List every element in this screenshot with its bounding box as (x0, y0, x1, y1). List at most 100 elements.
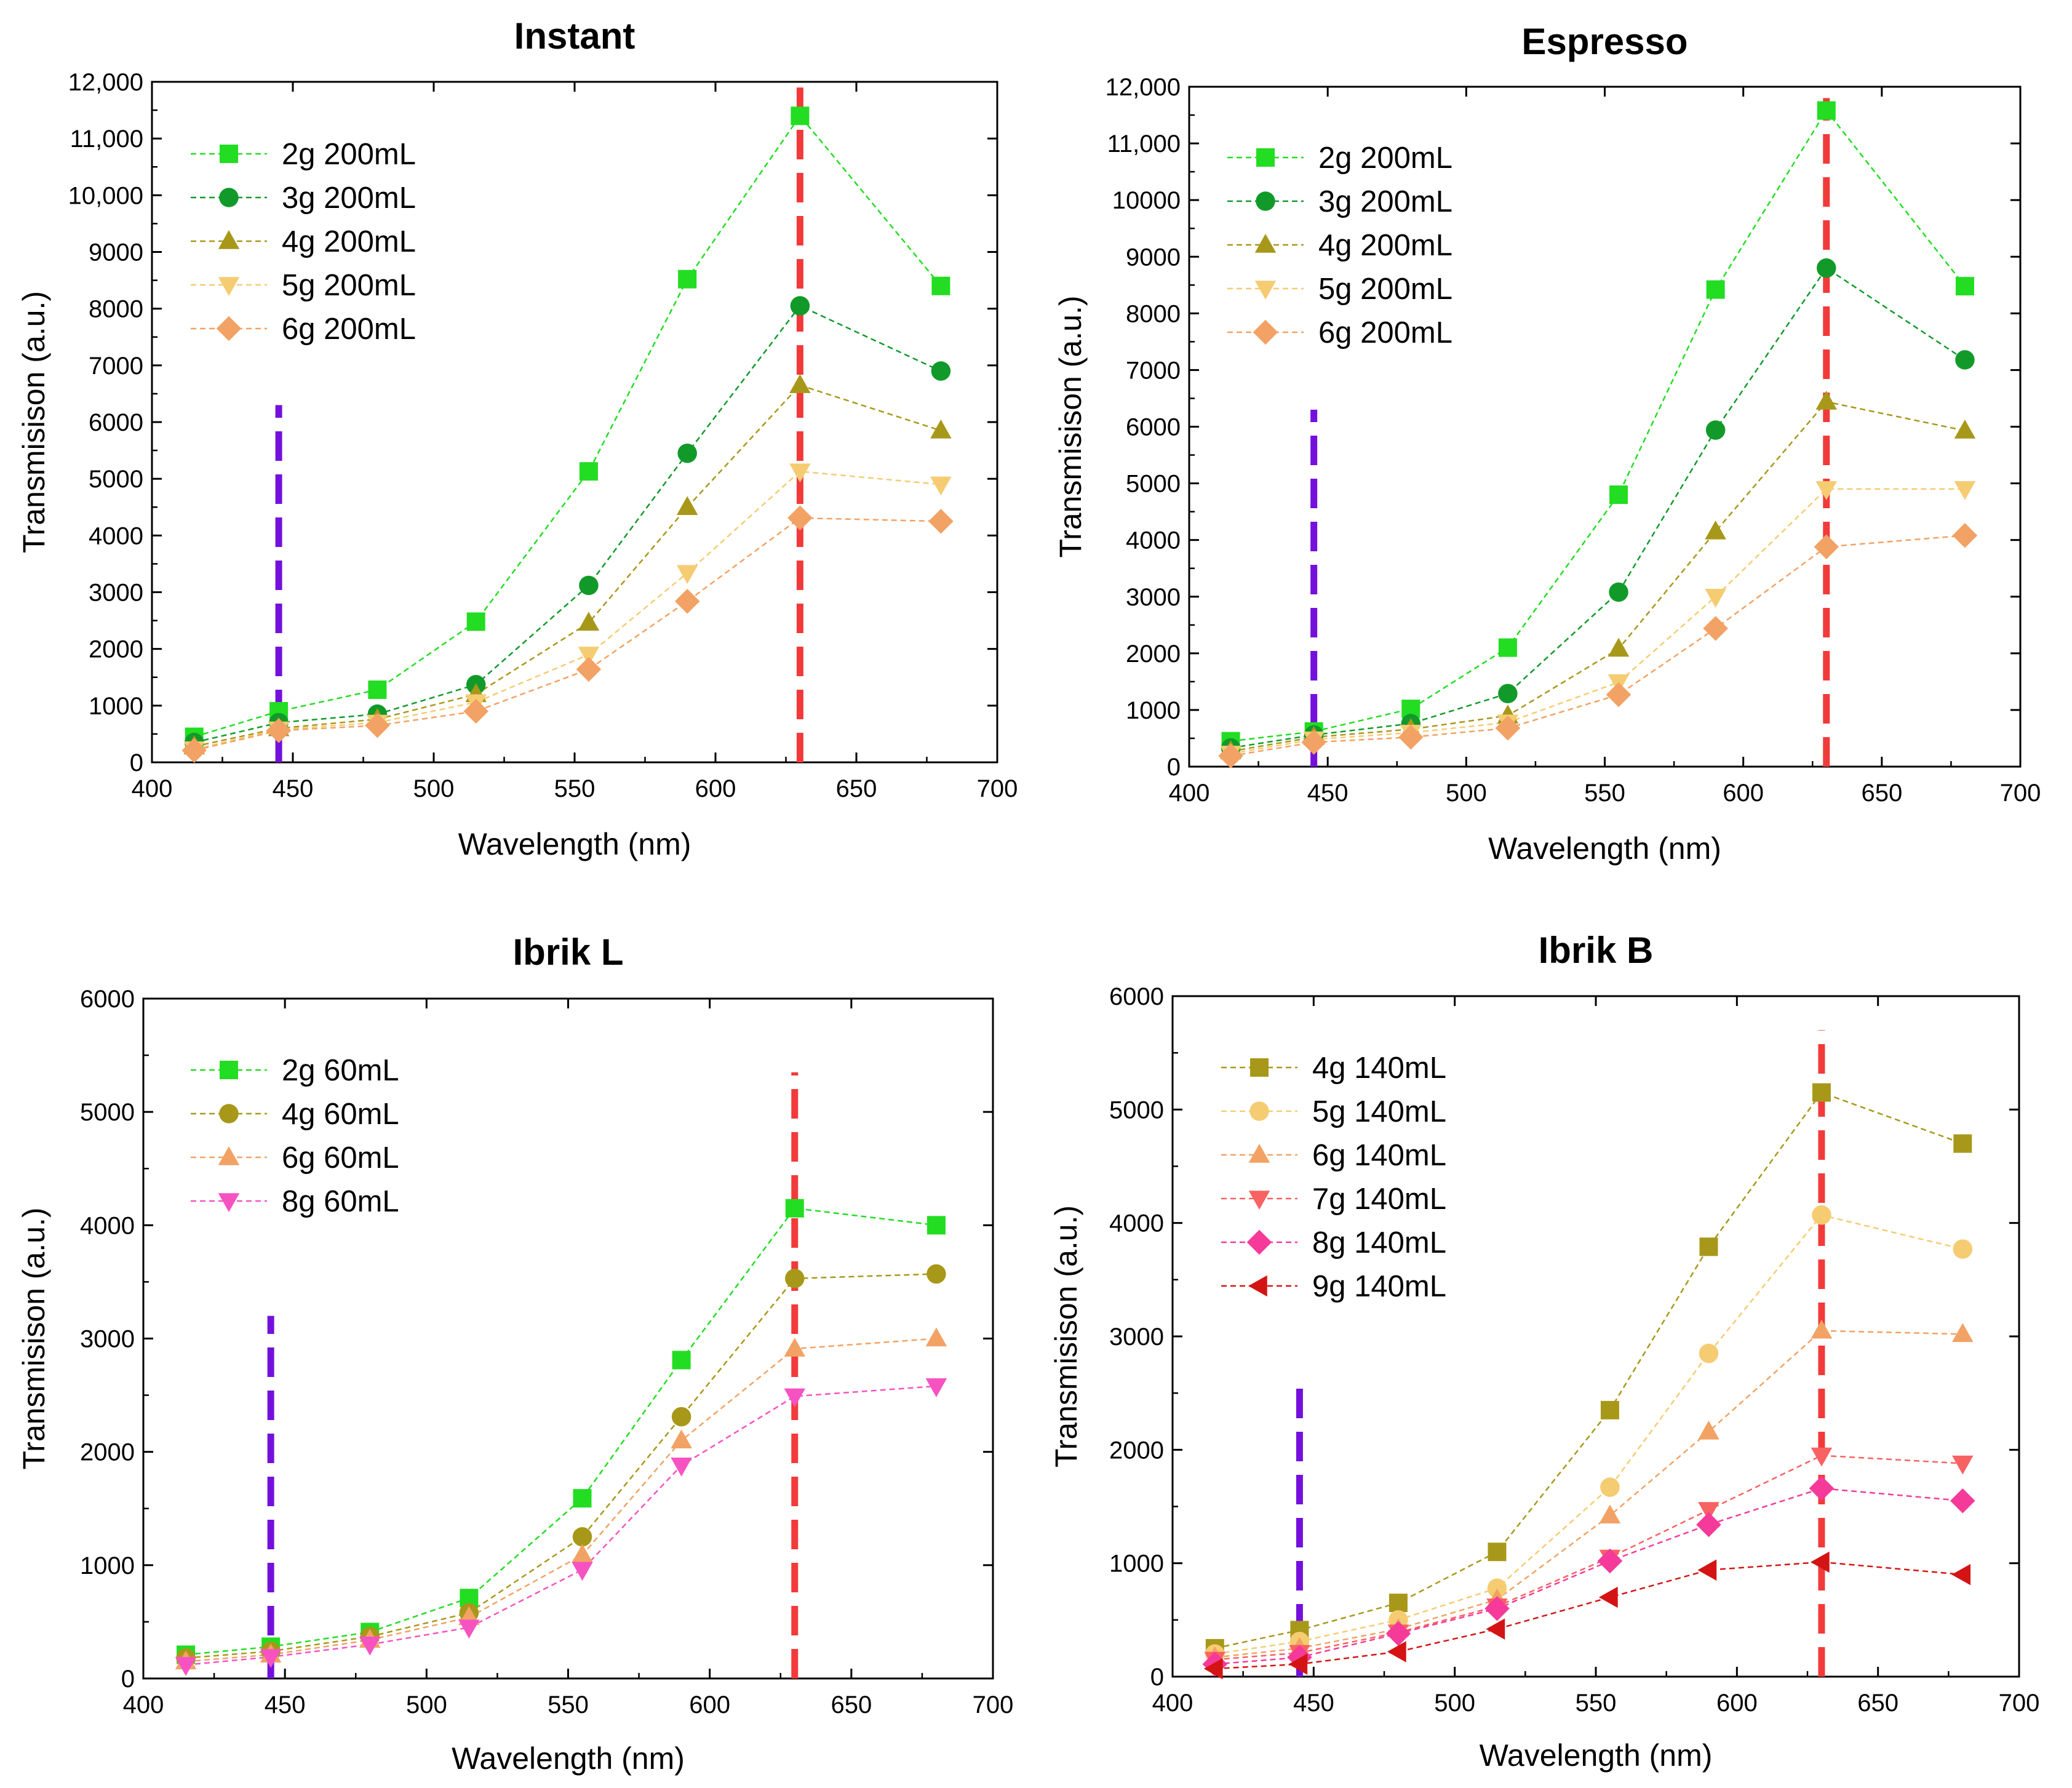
y-tick-label: 9000 (89, 239, 143, 266)
data-point-s3 (925, 1327, 947, 1347)
chart-title: Ibrik B (1539, 930, 1654, 971)
data-point-s2 (1955, 350, 1975, 370)
y-tick-label: 1000 (1126, 697, 1181, 724)
y-tick-label: 2000 (80, 1439, 135, 1466)
y-tick-label: 5000 (1126, 471, 1181, 498)
data-point-s2 (671, 1407, 691, 1427)
series-line-6 (1214, 1561, 1963, 1670)
y-tick-label: 5000 (1109, 1096, 1164, 1123)
data-point-s5 (1952, 523, 1978, 548)
data-point-s6 (1697, 1559, 1717, 1581)
legend-marker (220, 1061, 238, 1079)
data-point-s4 (930, 476, 952, 496)
data-point-s5 (1495, 716, 1521, 741)
data-point-s1 (1812, 1083, 1831, 1102)
series-line-3 (185, 1338, 936, 1662)
data-point-s4 (175, 1657, 197, 1676)
series-line-3 (1214, 1330, 1963, 1658)
data-point-s4 (1811, 1447, 1833, 1467)
data-point-s1 (573, 1489, 592, 1508)
data-point-s4 (458, 1619, 480, 1639)
legend-label: 6g 200mL (1318, 316, 1452, 349)
data-point-s5 (1597, 1548, 1623, 1574)
data-point-s4 (260, 1649, 282, 1669)
y-tick-label: 9000 (1126, 244, 1181, 271)
legend-label: 5g 200mL (282, 269, 416, 302)
legend-marker (219, 1104, 239, 1123)
legend: 4g 140mL 5g 140mL 6g 140mL 7g 140mL 8g 140mL… (1221, 1052, 1446, 1303)
data-point-s4 (572, 1562, 593, 1581)
data-point-s5 (576, 657, 602, 682)
y-tick-label: 3000 (1126, 584, 1181, 611)
data-point-s1 (1706, 280, 1725, 299)
y-axis-label: Transmisison (a.u.) (17, 1207, 51, 1469)
series-line-1 (1214, 1092, 1963, 1650)
x-tick-label: 650 (836, 775, 877, 802)
x-tick-label: 600 (689, 1691, 730, 1718)
x-axis-label: Wavelength (nm) (452, 1741, 685, 1776)
data-point-s5 (928, 509, 954, 534)
data-point-s5 (1703, 616, 1728, 641)
y-tick-label: 6000 (80, 986, 135, 1013)
y-tick-label: 11,000 (1107, 130, 1181, 158)
y-tick-label: 4000 (89, 522, 143, 549)
series-line-4 (194, 470, 941, 751)
series-line-1 (194, 114, 942, 738)
legend-marker (1248, 1275, 1267, 1297)
y-axis-label: Transmisison (a.u.) (17, 291, 51, 553)
legend-marker (1254, 234, 1277, 253)
legend-label: 6g 60mL (282, 1141, 399, 1175)
x-axis-label: Wavelength (nm) (458, 827, 691, 861)
data-point-s6 (1598, 1586, 1618, 1608)
x-tick-label: 700 (973, 1691, 1014, 1718)
data-point-s1 (460, 1589, 479, 1608)
data-point-s5 (1950, 1488, 1975, 1514)
data-point-s4 (925, 1378, 947, 1397)
y-tick-label: 0 (1167, 754, 1181, 781)
legend-marker (218, 277, 240, 296)
data-point-s1 (785, 1199, 804, 1218)
legend-marker (1250, 1058, 1269, 1077)
x-tick-label: 450 (1293, 1690, 1334, 1717)
data-point-s4 (1705, 589, 1726, 608)
x-tick-label: 400 (1152, 1690, 1193, 1717)
data-point-s3 (676, 496, 698, 515)
data-point-s5 (1809, 1475, 1835, 1501)
y-tick-label: 4000 (80, 1212, 135, 1239)
y-tick-label: 6000 (1109, 983, 1164, 1010)
data-point-s2 (926, 1264, 946, 1284)
data-point-s2 (785, 1269, 805, 1288)
data-point-s2 (1498, 684, 1518, 703)
x-tick-label: 400 (132, 775, 173, 802)
series-line-3 (1230, 401, 1966, 752)
data-point-s3 (789, 374, 811, 393)
data-point-s5 (787, 505, 813, 531)
panel-4: Ibrik B 400 450 500 550 600 650 700 0 1000 2000 300… (1049, 930, 2039, 1773)
data-point-s2 (1705, 420, 1726, 440)
data-point-s1 (1699, 1237, 1718, 1256)
y-tick-label: 0 (130, 749, 143, 776)
data-point-s5 (1398, 724, 1424, 750)
legend-label: 8g 60mL (282, 1185, 399, 1218)
legend-marker (218, 1146, 240, 1165)
data-point-s3 (1952, 1323, 1974, 1343)
data-point-s2 (579, 575, 599, 596)
legend-label: 4g 200mL (282, 225, 416, 258)
series-line-3 (194, 384, 941, 748)
data-point-s5 (266, 718, 292, 743)
legend: 2g 200mL 3g 200mL 4g 200mL 5g 200mL 6g 200mL (1227, 142, 1452, 349)
legend-marker (1253, 319, 1278, 345)
data-point-s4 (671, 1458, 692, 1477)
data-point-s2 (790, 296, 810, 316)
legend-label: 4g 140mL (1312, 1052, 1446, 1085)
y-tick-label: 12,000 (1106, 74, 1181, 101)
y-tick-label: 2000 (89, 636, 143, 663)
data-point-s4 (1698, 1502, 1719, 1522)
data-point-s1 (1817, 101, 1836, 120)
x-tick-label: 650 (1861, 780, 1902, 807)
data-point-s2 (1953, 1239, 1973, 1259)
x-tick-label: 500 (1434, 1690, 1475, 1717)
data-point-s3 (1954, 419, 1976, 439)
